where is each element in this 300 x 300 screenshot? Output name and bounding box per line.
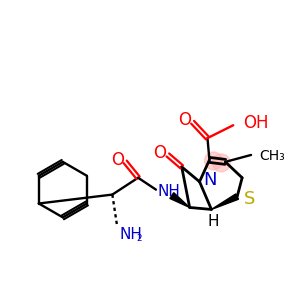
Text: CH₃: CH₃ <box>259 149 285 163</box>
Text: N: N <box>203 171 217 189</box>
Text: NH: NH <box>119 227 142 242</box>
Text: H: H <box>208 214 219 229</box>
Text: OH: OH <box>243 114 268 132</box>
Text: ₂: ₂ <box>136 230 142 244</box>
Text: O: O <box>153 144 167 162</box>
Text: S: S <box>244 190 256 208</box>
Text: NH: NH <box>158 184 181 199</box>
Text: O: O <box>178 111 191 129</box>
Polygon shape <box>212 194 239 209</box>
Polygon shape <box>170 193 190 208</box>
Circle shape <box>205 152 222 170</box>
Text: O: O <box>111 151 124 169</box>
Circle shape <box>212 154 230 172</box>
